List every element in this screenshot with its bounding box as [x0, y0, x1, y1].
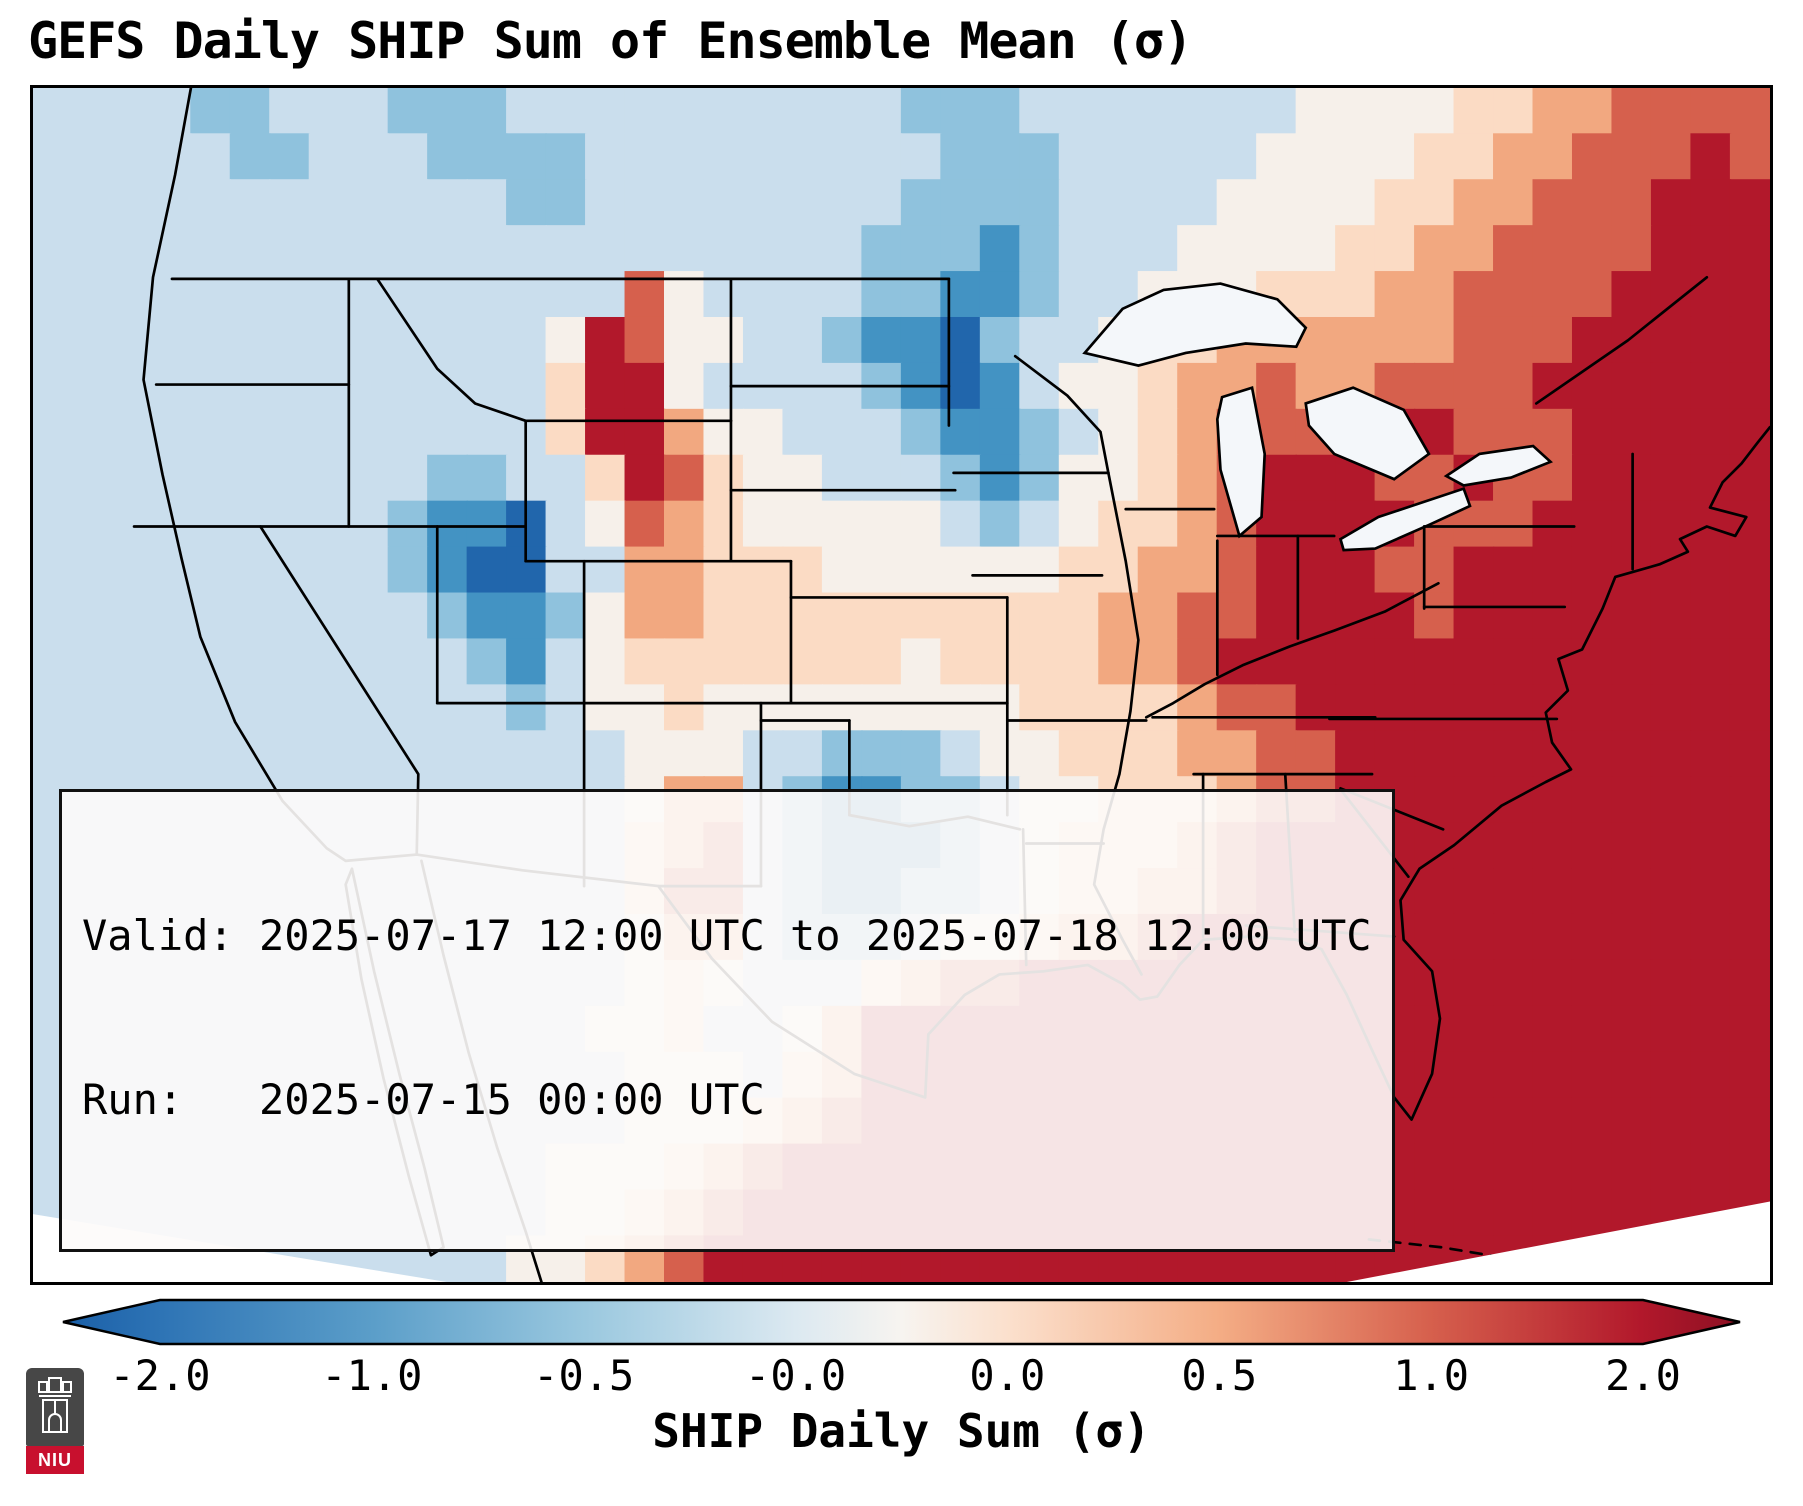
niu-logo: NIU — [26, 1368, 84, 1474]
valid-run-info-box: Valid: 2025-07-17 12:00 UTC to 2025-07-1… — [59, 789, 1395, 1252]
colorbar-axis-label: SHIP Daily Sum (σ) — [652, 1404, 1151, 1458]
niu-shield-icon — [26, 1368, 84, 1446]
castle-icon — [38, 1377, 72, 1433]
colorbar-tick-label: -2.0 — [109, 1351, 211, 1400]
great-lakes — [1082, 282, 1553, 552]
colorbar-tick-label: -1.0 — [321, 1351, 423, 1400]
colorbar-shape — [62, 1298, 1741, 1346]
page-title: GEFS Daily SHIP Sum of Ensemble Mean (σ) — [28, 12, 1193, 70]
colorbar-tick-label: -0.5 — [533, 1351, 635, 1400]
colorbar-tick-labels: -2.0 -1.0 -0.5 -0.0 0.0 0.5 1.0 2.0 — [60, 1347, 1743, 1400]
niu-logo-text: NIU — [26, 1446, 84, 1474]
run-line: Run: 2025-07-15 00:00 UTC — [82, 1075, 765, 1125]
colorbar-tick-label: 1.0 — [1393, 1351, 1470, 1400]
colorbar-tick-label: -0.0 — [745, 1351, 847, 1400]
colorbar-tick-label: 2.0 — [1605, 1351, 1681, 1400]
colorbar-tick-label: 0.5 — [1181, 1351, 1258, 1400]
colorbar-tick-label: 0.0 — [969, 1351, 1046, 1400]
us-map-panel: Valid: 2025-07-17 12:00 UTC to 2025-07-1… — [30, 85, 1773, 1285]
valid-line: Valid: 2025-07-17 12:00 UTC to 2025-07-1… — [82, 911, 1372, 961]
colorbar: -2.0 -1.0 -0.5 -0.0 0.0 0.5 1.0 2.0 — [60, 1297, 1743, 1400]
colorbar-bar — [62, 1298, 1741, 1346]
